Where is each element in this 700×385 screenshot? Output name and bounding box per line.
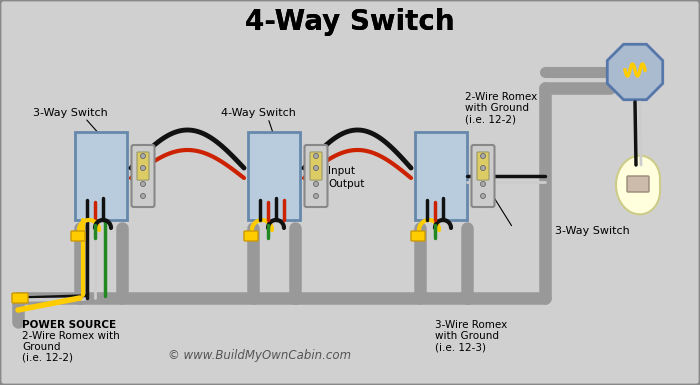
FancyBboxPatch shape — [137, 152, 149, 180]
Text: (i.e. 12-2): (i.e. 12-2) — [22, 353, 73, 363]
Circle shape — [141, 194, 146, 199]
Text: with Ground: with Ground — [435, 331, 499, 341]
Text: 4-Way Switch: 4-Way Switch — [245, 8, 455, 36]
FancyBboxPatch shape — [304, 145, 328, 207]
Polygon shape — [608, 44, 663, 100]
FancyBboxPatch shape — [627, 176, 649, 192]
Circle shape — [141, 166, 146, 171]
Circle shape — [141, 181, 146, 186]
Polygon shape — [616, 156, 660, 214]
Text: (i.e. 12-3): (i.e. 12-3) — [435, 342, 486, 352]
FancyBboxPatch shape — [310, 152, 322, 180]
FancyBboxPatch shape — [415, 132, 467, 220]
FancyBboxPatch shape — [12, 293, 28, 303]
Text: 3-Wire Romex: 3-Wire Romex — [435, 320, 508, 330]
FancyBboxPatch shape — [244, 231, 258, 241]
Circle shape — [480, 194, 486, 199]
Text: with Ground: with Ground — [465, 103, 529, 113]
Text: © www.BuildMyOwnCabin.com: © www.BuildMyOwnCabin.com — [169, 348, 351, 362]
Text: Ground: Ground — [22, 342, 60, 352]
Circle shape — [141, 154, 146, 159]
Text: POWER SOURCE: POWER SOURCE — [22, 320, 116, 330]
FancyBboxPatch shape — [248, 132, 300, 220]
Text: 4-Way Switch: 4-Way Switch — [220, 108, 295, 118]
Circle shape — [314, 194, 318, 199]
Text: 2-Wire Romex with: 2-Wire Romex with — [22, 331, 120, 341]
Text: Input: Input — [328, 166, 355, 176]
FancyBboxPatch shape — [132, 145, 155, 207]
Circle shape — [480, 154, 486, 159]
Text: 3-Way Switch: 3-Way Switch — [33, 108, 107, 118]
FancyBboxPatch shape — [472, 145, 494, 207]
Text: 4-Way Switch: 4-Way Switch — [245, 8, 455, 36]
Text: 3-Way Switch: 3-Way Switch — [555, 226, 630, 236]
FancyBboxPatch shape — [75, 132, 127, 220]
Circle shape — [314, 181, 318, 186]
Text: (i.e. 12-2): (i.e. 12-2) — [465, 114, 516, 124]
Circle shape — [480, 181, 486, 186]
Text: Output: Output — [328, 179, 365, 189]
FancyBboxPatch shape — [477, 152, 489, 180]
Circle shape — [480, 166, 486, 171]
FancyBboxPatch shape — [411, 231, 425, 241]
Circle shape — [314, 154, 318, 159]
Circle shape — [314, 166, 318, 171]
FancyBboxPatch shape — [71, 231, 85, 241]
Text: 2-Wire Romex: 2-Wire Romex — [465, 92, 537, 102]
